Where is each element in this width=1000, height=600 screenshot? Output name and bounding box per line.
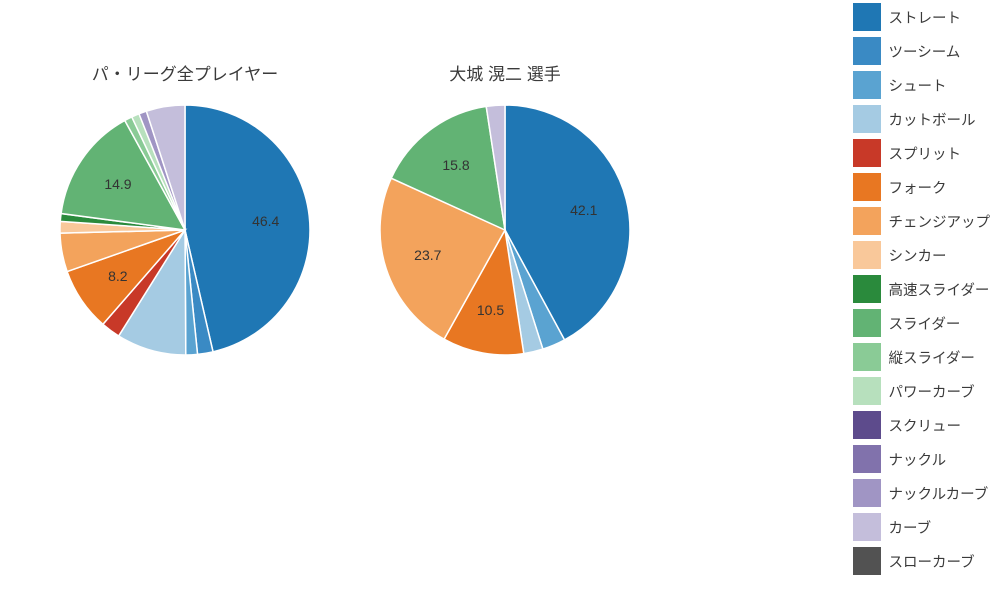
legend-swatch <box>853 547 881 575</box>
legend-label: ナックル <box>889 449 947 470</box>
chart-title: パ・リーグ全プレイヤー <box>60 60 310 85</box>
legend-label: ナックルカーブ <box>889 483 989 504</box>
legend-label: 縦スライダー <box>889 347 975 368</box>
legend-swatch <box>853 241 881 269</box>
legend-label: ツーシーム <box>889 41 961 62</box>
legend-label: スライダー <box>889 313 961 334</box>
legend: ストレートツーシームシュートカットボールスプリットフォークチェンジアップシンカー… <box>853 0 991 578</box>
pie-chart: 大城 滉二 選手 42.1 10.5 23.7 15.8 <box>380 60 630 355</box>
legend-swatch <box>853 377 881 405</box>
slice-label: 42.1 <box>570 202 597 218</box>
legend-swatch <box>853 105 881 133</box>
legend-label: カットボール <box>889 109 976 130</box>
legend-label: パワーカーブ <box>889 381 975 402</box>
legend-swatch <box>853 173 881 201</box>
slice-label: 8.2 <box>108 268 127 284</box>
slice-label: 10.5 <box>477 302 504 318</box>
legend-item: ツーシーム <box>853 34 991 68</box>
legend-item: 縦スライダー <box>853 340 991 374</box>
legend-label: スプリット <box>889 143 962 164</box>
legend-label: カーブ <box>889 517 932 538</box>
legend-swatch <box>853 513 881 541</box>
legend-swatch <box>853 479 881 507</box>
slice-label: 14.9 <box>104 176 131 192</box>
legend-item: スプリット <box>853 136 991 170</box>
legend-item: スクリュー <box>853 408 991 442</box>
legend-item: パワーカーブ <box>853 374 991 408</box>
legend-label: スクリュー <box>889 415 962 436</box>
legend-item: 高速スライダー <box>853 272 991 306</box>
legend-item: シュート <box>853 68 991 102</box>
legend-swatch <box>853 309 881 337</box>
legend-label: シンカー <box>889 245 947 266</box>
legend-item: チェンジアップ <box>853 204 991 238</box>
chart-title: 大城 滉二 選手 <box>380 60 630 85</box>
legend-swatch <box>853 3 881 31</box>
legend-swatch <box>853 275 881 303</box>
legend-label: シュート <box>889 75 947 96</box>
legend-item: カーブ <box>853 510 991 544</box>
legend-item: スローカーブ <box>853 544 991 578</box>
legend-item: ナックル <box>853 442 991 476</box>
legend-item: ストレート <box>853 0 991 34</box>
legend-label: スローカーブ <box>889 551 975 572</box>
pie-chart: パ・リーグ全プレイヤー 46.4 8.2 14.9 <box>60 60 310 355</box>
legend-label: ストレート <box>889 7 962 28</box>
legend-swatch <box>853 37 881 65</box>
slice-label: 15.8 <box>442 157 469 173</box>
legend-swatch <box>853 139 881 167</box>
legend-swatch <box>853 411 881 439</box>
slice-label: 23.7 <box>414 247 441 263</box>
legend-swatch <box>853 445 881 473</box>
legend-item: ナックルカーブ <box>853 476 991 510</box>
legend-item: スライダー <box>853 306 991 340</box>
legend-label: チェンジアップ <box>889 211 991 232</box>
legend-swatch <box>853 343 881 371</box>
legend-swatch <box>853 71 881 99</box>
legend-swatch <box>853 207 881 235</box>
legend-label: 高速スライダー <box>889 279 990 300</box>
slice-label: 46.4 <box>252 213 279 229</box>
legend-item: フォーク <box>853 170 991 204</box>
legend-label: フォーク <box>889 177 947 198</box>
legend-item: シンカー <box>853 238 991 272</box>
legend-item: カットボール <box>853 102 991 136</box>
